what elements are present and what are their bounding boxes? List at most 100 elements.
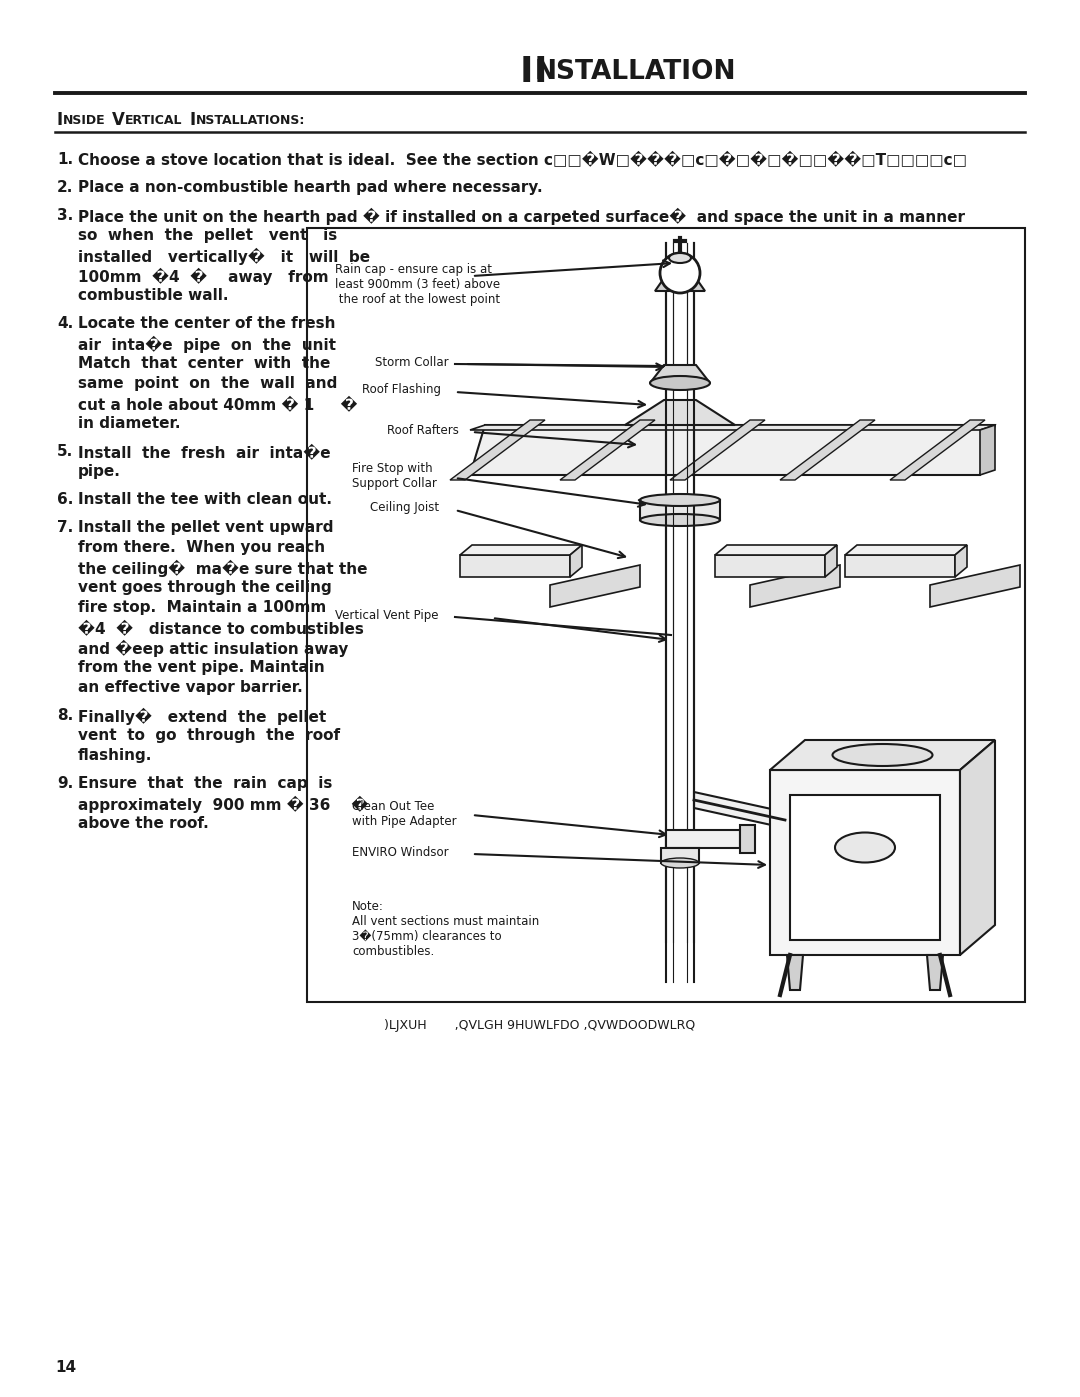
Text: 100mm  �4  �    away   from: 100mm �4 � away from (78, 268, 328, 285)
Polygon shape (740, 826, 755, 854)
Polygon shape (654, 281, 705, 291)
Ellipse shape (661, 858, 699, 868)
Polygon shape (450, 420, 545, 481)
Bar (307, 228, 1025, 1002)
Text: ENVIRO Windsor: ENVIRO Windsor (352, 845, 448, 859)
Text: Choose a stove location that is ideal.  See the section c□□�W□���□c□�□�□�□□��□T□: Choose a stove location that is ideal. S… (78, 152, 967, 168)
Text: Rain cap - ensure cap is at
least 900mm (3 feet) above
 the roof at the lowest p: Rain cap - ensure cap is at least 900mm … (335, 263, 500, 306)
Polygon shape (955, 545, 967, 577)
Text: Fire Stop with
Support Collar: Fire Stop with Support Collar (352, 462, 437, 490)
Text: 1.: 1. (57, 152, 73, 168)
Text: air  inta�e  pipe  on  the  unit: air inta�e pipe on the unit (78, 337, 336, 353)
Polygon shape (650, 365, 710, 383)
Text: Note:
All vent sections must maintain
3�(75mm) clearances to
combustibles.: Note: All vent sections must maintain 3�… (352, 900, 539, 958)
Polygon shape (750, 564, 840, 608)
Text: I: I (57, 110, 63, 129)
Polygon shape (470, 425, 995, 430)
Text: Install the tee with clean out.: Install the tee with clean out. (78, 492, 332, 507)
Text: an effective vapor barrier.: an effective vapor barrier. (78, 680, 302, 694)
Text: Install  the  fresh  air  inta�e: Install the fresh air inta�e (78, 444, 330, 460)
Text: Ceiling Joist: Ceiling Joist (370, 502, 440, 514)
Ellipse shape (650, 376, 710, 390)
Polygon shape (550, 564, 640, 608)
Polygon shape (570, 545, 582, 577)
Polygon shape (470, 425, 995, 475)
Polygon shape (845, 555, 955, 577)
Text: Match  that  center  with  the: Match that center with the (78, 356, 330, 372)
Polygon shape (927, 956, 943, 990)
Text: vent  to  go  through  the  roof: vent to go through the roof (78, 728, 340, 743)
Text: from there.  When you reach: from there. When you reach (78, 541, 325, 555)
Polygon shape (640, 500, 720, 520)
Text: 5.: 5. (57, 444, 73, 460)
Text: Clean Out Tee
with Pipe Adapter: Clean Out Tee with Pipe Adapter (352, 800, 457, 828)
Polygon shape (960, 740, 995, 956)
Polygon shape (715, 555, 825, 577)
Ellipse shape (833, 745, 932, 766)
Text: above the roof.: above the roof. (78, 816, 208, 831)
Text: approximately  900 mm � 36    �: approximately 900 mm � 36 � (78, 796, 368, 813)
Text: flashing.: flashing. (78, 747, 152, 763)
Polygon shape (770, 770, 960, 956)
Text: NSTALLATIONS:: NSTALLATIONS: (195, 113, 305, 127)
Circle shape (660, 253, 700, 293)
Text: 9.: 9. (57, 775, 73, 791)
Text: Storm Collar: Storm Collar (375, 355, 448, 369)
Ellipse shape (640, 495, 720, 506)
Text: vent goes through the ceiling: vent goes through the ceiling (78, 580, 332, 595)
Text: and �eep attic insulation away: and �eep attic insulation away (78, 640, 349, 657)
Text: the ceiling�  ma�e sure that the: the ceiling� ma�e sure that the (78, 560, 367, 577)
Text: Locate the center of the fresh: Locate the center of the fresh (78, 316, 336, 331)
Ellipse shape (835, 833, 895, 862)
Text: �4  �   distance to combustibles: �4 � distance to combustibles (78, 620, 364, 636)
Text: installed   vertically�   it   will  be: installed vertically� it will be (78, 249, 370, 265)
Polygon shape (780, 420, 875, 481)
Polygon shape (890, 420, 985, 481)
Text: I: I (189, 110, 195, 129)
Polygon shape (980, 425, 995, 475)
Text: 7.: 7. (57, 520, 73, 535)
Text: 6.: 6. (57, 492, 73, 507)
Text: pipe.: pipe. (78, 464, 121, 479)
Text: same  point  on  the  wall  and: same point on the wall and (78, 376, 337, 391)
Text: combustible wall.: combustible wall. (78, 288, 229, 303)
Ellipse shape (669, 253, 691, 263)
Text: 3.: 3. (57, 208, 73, 224)
Ellipse shape (640, 514, 720, 527)
Text: Place a non-combustible hearth pad where necessary.: Place a non-combustible hearth pad where… (78, 180, 542, 196)
Text: )LJXUH       ,QVLGH 9HUWLFDO ,QVWDOODWLRQ: )LJXUH ,QVLGH 9HUWLFDO ,QVWDOODWLRQ (384, 1018, 696, 1031)
Polygon shape (661, 848, 699, 863)
Polygon shape (666, 830, 740, 848)
Text: 8.: 8. (57, 708, 73, 724)
Text: 2.: 2. (57, 180, 73, 196)
Text: NSTALLATION: NSTALLATION (535, 59, 737, 85)
Polygon shape (930, 564, 1020, 608)
Text: Vertical Vent Pipe: Vertical Vent Pipe (335, 609, 438, 622)
Text: Roof Rafters: Roof Rafters (387, 423, 459, 436)
Text: I: I (534, 54, 546, 89)
Text: I: I (519, 54, 534, 89)
Text: so  when  the  pellet   vent   is: so when the pellet vent is (78, 228, 337, 243)
Text: ERTICAL: ERTICAL (125, 113, 183, 127)
Polygon shape (460, 545, 582, 555)
Text: in diameter.: in diameter. (78, 416, 180, 432)
Polygon shape (670, 420, 765, 481)
Polygon shape (694, 792, 785, 828)
Text: fire stop.  Maintain a 100mm: fire stop. Maintain a 100mm (78, 599, 326, 615)
Text: from the vent pipe. Maintain: from the vent pipe. Maintain (78, 659, 325, 675)
Text: 14: 14 (55, 1361, 76, 1376)
Text: Install the pellet vent upward: Install the pellet vent upward (78, 520, 334, 535)
Text: cut a hole about 40mm � 1     �: cut a hole about 40mm � 1 � (78, 395, 357, 412)
Polygon shape (460, 555, 570, 577)
Polygon shape (715, 545, 837, 555)
Text: 4.: 4. (57, 316, 73, 331)
Polygon shape (561, 420, 654, 481)
Polygon shape (825, 545, 837, 577)
Polygon shape (625, 400, 735, 425)
Polygon shape (787, 956, 804, 990)
Text: Roof Flashing: Roof Flashing (362, 384, 441, 397)
Text: Ensure  that  the  rain  cap  is: Ensure that the rain cap is (78, 775, 333, 791)
Text: Finally�   extend  the  pellet: Finally� extend the pellet (78, 708, 326, 725)
Text: NSIDE: NSIDE (63, 113, 106, 127)
Polygon shape (770, 740, 995, 770)
